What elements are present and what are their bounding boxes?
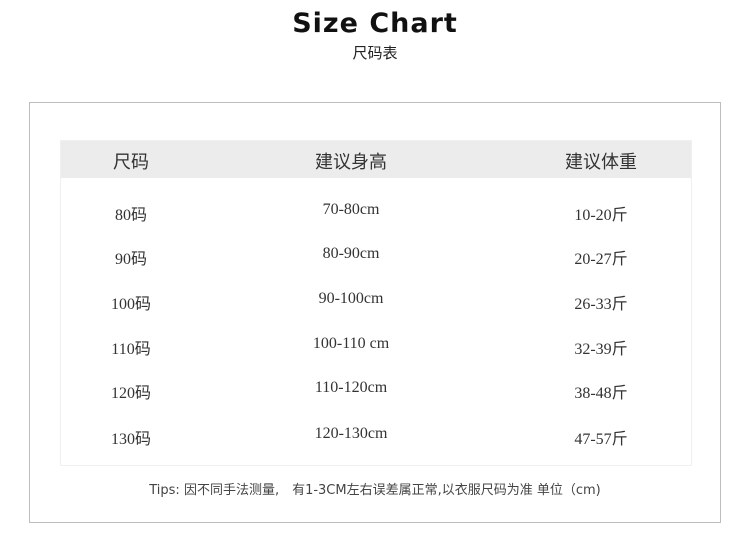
cell-size: 90码 bbox=[114, 251, 148, 268]
cell-weight: 38-48斤 bbox=[574, 385, 628, 402]
cell-height: 120-130cm bbox=[314, 425, 388, 442]
cell-weight: 32-39斤 bbox=[574, 341, 628, 358]
cell-weight: 26-33斤 bbox=[574, 296, 628, 313]
cell-weight: 20-27斤 bbox=[574, 251, 628, 268]
size-table: 尺码 建议身高 建议体重 80码 70-80cm 10-20斤 90码 80-90cm 2… bbox=[60, 140, 692, 466]
table-header: 尺码 建议身高 建议体重 bbox=[61, 141, 691, 178]
page-subtitle: 尺码表 bbox=[352, 44, 398, 62]
cell-height: 90-100cm bbox=[318, 290, 384, 307]
cell-size: 80码 bbox=[114, 207, 148, 224]
chart-frame bbox=[29, 102, 721, 523]
cell-height: 100-110 cm bbox=[312, 335, 390, 352]
cell-height: 110-120cm bbox=[314, 379, 388, 396]
cell-weight: 10-20斤 bbox=[574, 207, 628, 224]
page-title: Size Chart bbox=[292, 8, 458, 39]
cell-size: 130码 bbox=[110, 431, 152, 448]
tips-note: Tips: 因不同手法测量, 有1-3CM左右误差属正常,以衣服尺码为准 单位（… bbox=[149, 483, 601, 498]
cell-height: 70-80cm bbox=[322, 201, 380, 218]
cell-size: 110码 bbox=[111, 341, 151, 358]
header-weight: 建议体重 bbox=[565, 152, 637, 173]
cell-size: 100码 bbox=[110, 296, 152, 313]
header-height: 建议身高 bbox=[315, 152, 387, 173]
cell-height: 80-90cm bbox=[322, 245, 380, 262]
cell-weight: 47-57斤 bbox=[574, 431, 628, 448]
header-size: 尺码 bbox=[113, 152, 149, 173]
cell-size: 120码 bbox=[110, 385, 152, 402]
